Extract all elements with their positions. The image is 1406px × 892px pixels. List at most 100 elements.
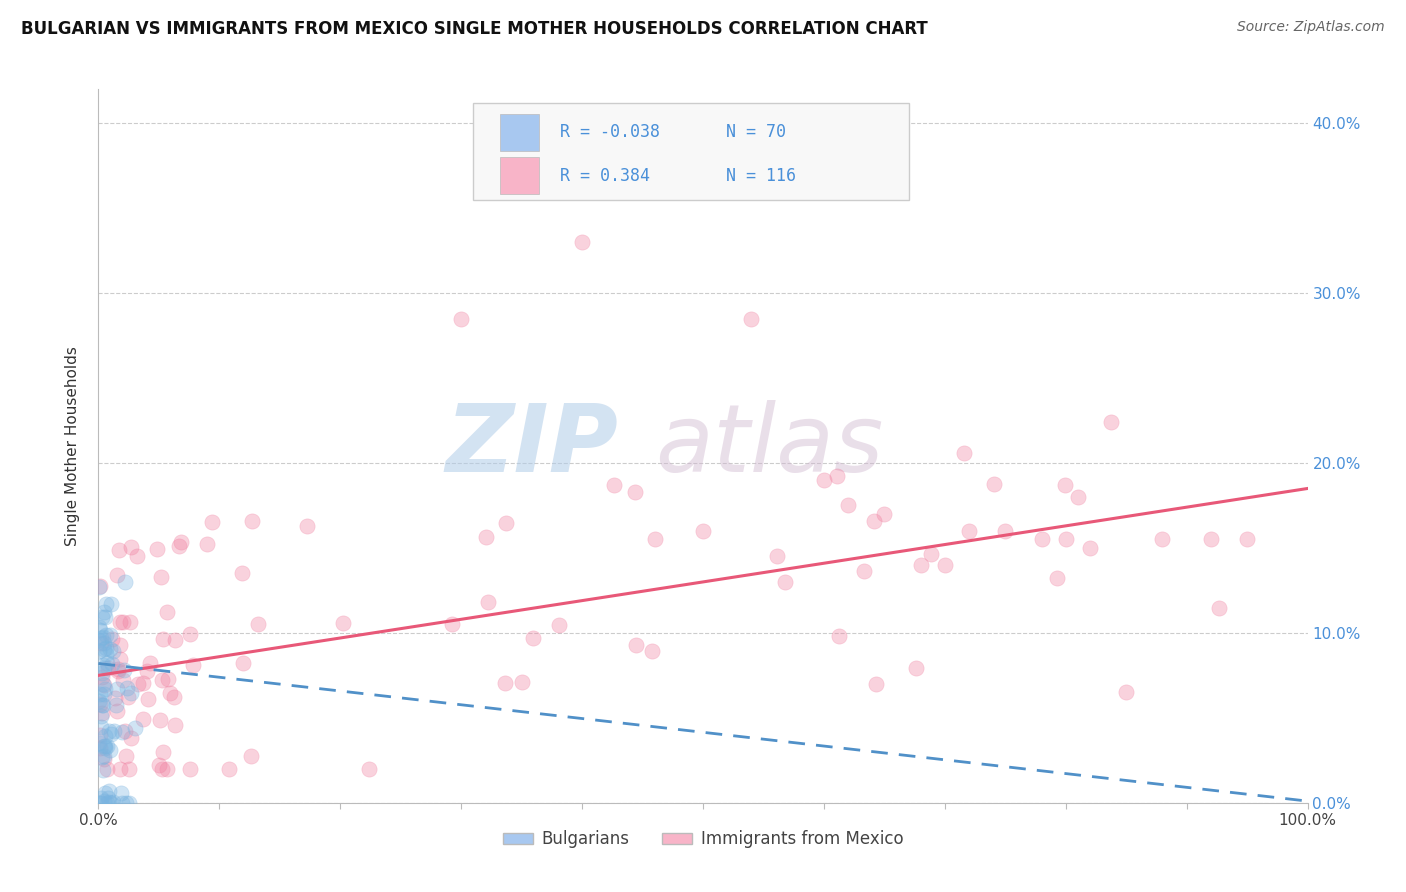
Point bbox=[475, 530, 498, 544]
Point bbox=[89, 736, 111, 750]
Point bbox=[97, 724, 120, 739]
Point bbox=[156, 605, 179, 619]
Point bbox=[332, 615, 354, 630]
Point bbox=[90, 636, 112, 650]
Point bbox=[105, 704, 128, 718]
Point bbox=[110, 638, 132, 652]
Point bbox=[825, 468, 848, 483]
Point bbox=[98, 795, 121, 809]
Point bbox=[837, 499, 859, 513]
Point bbox=[179, 626, 201, 640]
Point bbox=[91, 750, 114, 764]
Point bbox=[112, 673, 135, 687]
Point bbox=[603, 478, 626, 492]
Point bbox=[494, 676, 516, 690]
Point bbox=[138, 656, 160, 670]
Point bbox=[450, 311, 472, 326]
Point bbox=[100, 597, 122, 611]
Point bbox=[1099, 416, 1122, 430]
Point bbox=[1031, 533, 1053, 547]
Point bbox=[124, 721, 146, 735]
Point bbox=[94, 641, 117, 656]
Point bbox=[105, 698, 128, 713]
Point bbox=[136, 692, 159, 706]
Point bbox=[127, 677, 149, 691]
Point bbox=[1054, 533, 1077, 547]
Point bbox=[120, 540, 142, 554]
Point bbox=[548, 618, 571, 632]
Point bbox=[89, 623, 111, 637]
Point bbox=[89, 632, 111, 647]
Point bbox=[131, 676, 153, 690]
Point bbox=[1046, 571, 1069, 585]
Point bbox=[91, 698, 114, 713]
Point bbox=[117, 681, 139, 695]
Point bbox=[108, 762, 131, 776]
Point bbox=[150, 673, 173, 687]
Point bbox=[90, 706, 112, 720]
Point bbox=[94, 647, 117, 661]
Point bbox=[89, 729, 111, 743]
Point bbox=[201, 515, 224, 529]
Point bbox=[118, 615, 141, 629]
Point bbox=[231, 566, 253, 581]
Point bbox=[1115, 685, 1137, 699]
Point bbox=[93, 677, 115, 691]
Point bbox=[105, 568, 128, 582]
Point bbox=[512, 674, 534, 689]
Point bbox=[97, 790, 120, 805]
Point bbox=[94, 739, 117, 754]
Point bbox=[96, 762, 118, 776]
Point bbox=[813, 473, 835, 487]
Point bbox=[90, 709, 112, 723]
Point bbox=[247, 616, 270, 631]
Point bbox=[149, 713, 172, 727]
Point bbox=[90, 720, 112, 734]
Text: BULGARIAN VS IMMIGRANTS FROM MEXICO SINGLE MOTHER HOUSEHOLDS CORRELATION CHART: BULGARIAN VS IMMIGRANTS FROM MEXICO SING… bbox=[21, 20, 928, 37]
Point bbox=[218, 762, 240, 776]
Point bbox=[934, 558, 956, 572]
Point bbox=[477, 595, 499, 609]
Point bbox=[90, 670, 112, 684]
Point bbox=[100, 641, 122, 656]
Point bbox=[100, 796, 122, 810]
Point bbox=[179, 762, 201, 776]
Point bbox=[91, 677, 114, 691]
Point bbox=[910, 558, 932, 572]
Point bbox=[149, 570, 172, 584]
Point bbox=[93, 729, 115, 743]
Point bbox=[101, 795, 124, 809]
Point bbox=[495, 516, 517, 530]
Point bbox=[644, 533, 666, 547]
Point bbox=[640, 644, 662, 658]
Point bbox=[111, 796, 134, 810]
Point bbox=[89, 579, 111, 593]
Point bbox=[108, 651, 131, 665]
Point bbox=[117, 762, 139, 776]
Point bbox=[240, 748, 263, 763]
Text: R = 0.384: R = 0.384 bbox=[561, 167, 651, 185]
Point bbox=[107, 662, 129, 676]
Point bbox=[93, 794, 115, 808]
Point bbox=[91, 665, 114, 680]
Point bbox=[522, 631, 544, 645]
Point bbox=[1054, 477, 1077, 491]
Point bbox=[107, 665, 129, 679]
Text: atlas: atlas bbox=[655, 401, 883, 491]
Point bbox=[148, 758, 170, 772]
Point bbox=[1236, 533, 1258, 547]
Point bbox=[100, 727, 122, 741]
FancyBboxPatch shape bbox=[474, 103, 908, 200]
Point bbox=[1152, 533, 1174, 547]
Point bbox=[93, 609, 115, 624]
Point bbox=[115, 796, 138, 810]
Point bbox=[93, 739, 115, 753]
Point bbox=[297, 519, 319, 533]
Bar bbox=[501, 157, 538, 194]
Legend: Bulgarians, Immigrants from Mexico: Bulgarians, Immigrants from Mexico bbox=[496, 824, 910, 855]
Point bbox=[167, 539, 190, 553]
Point bbox=[87, 796, 110, 810]
Point bbox=[94, 741, 117, 756]
Point bbox=[357, 762, 380, 776]
Point bbox=[195, 537, 218, 551]
